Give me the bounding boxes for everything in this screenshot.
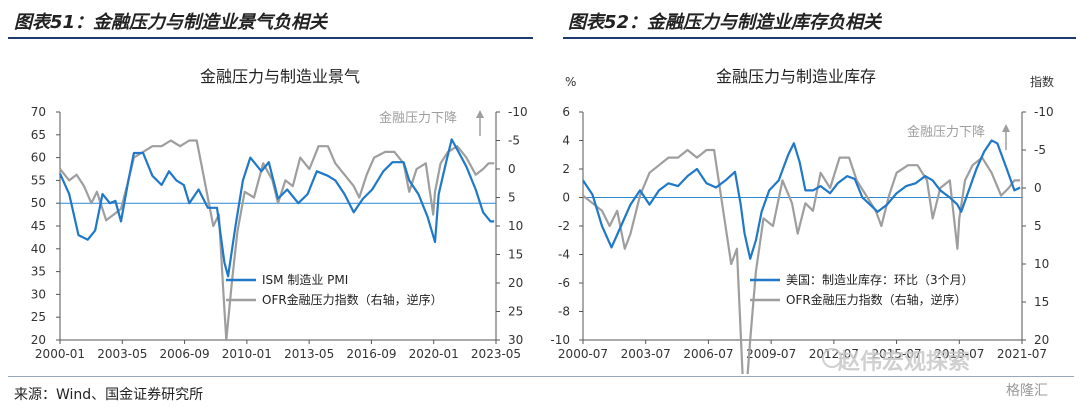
right-tick-label: 10 (1034, 257, 1049, 271)
x-tick-label: 2006-07 (683, 347, 733, 361)
x-tick-label: 2010-01 (222, 347, 272, 361)
x-tick-label: 2016-09 (346, 347, 396, 361)
left-tick-label: 20 (31, 333, 46, 347)
x-tick-label: 2015-07 (872, 347, 922, 361)
x-tick-label: 2006-09 (160, 347, 210, 361)
series-line-primary (58, 138, 495, 278)
left-tick-label: 60 (31, 151, 46, 165)
right-tick-label: 5 (508, 191, 516, 205)
x-tick-label: 2018-07 (934, 347, 984, 361)
x-tick-label: 2003-07 (621, 347, 671, 361)
right-tick-label: 0 (508, 162, 516, 176)
arrow-head-icon (476, 110, 484, 118)
x-tick-label: 2003-05 (97, 347, 147, 361)
left-chart: 金融压力与制造业景气 20 25 30 35 40 45 50 55 60 65 70 -10 -5 0 5 1… (31, 67, 528, 361)
left-tick-label: 2 (562, 162, 570, 176)
left-tick-label: 30 (31, 287, 46, 301)
left-tick-label: -4 (558, 248, 570, 262)
series-line-ofr (59, 139, 495, 342)
left-tick-label: 0 (562, 191, 570, 205)
right-tick-label: -10 (1034, 105, 1054, 119)
chart-title: 金融压力与制造业景气 (200, 67, 360, 86)
left-heading-rule (8, 37, 533, 39)
right-chart: 金融压力与制造业库存% 指数 -10 -8 -6 -4 -2 0 2 4 6 -10 -5 0 5 10 15 2… (550, 67, 1054, 374)
source-note: 来源：Wind、国金证券研究所 (14, 387, 204, 403)
x-tick-label: 2023-05 (471, 347, 521, 361)
left-tick-label: 6 (562, 105, 570, 119)
left-tick-label: 40 (31, 242, 46, 256)
left-tick-label: -10 (550, 333, 570, 347)
left-tick-label: -6 (558, 276, 570, 290)
series-line-ofr (582, 148, 1021, 374)
right-tick-label: 15 (508, 248, 523, 262)
left-tick-label: 65 (31, 128, 46, 142)
arrow-head-icon (1002, 124, 1010, 132)
right-tick-label: -5 (1034, 143, 1046, 157)
left-tick-label: 4 (562, 134, 570, 148)
left-tick-label: 25 (31, 310, 46, 324)
watermark: 赵伟宏观探索 (838, 350, 971, 375)
right-tick-label: 10 (508, 219, 523, 233)
left-tick-label: 35 (31, 265, 46, 279)
right-tick-label: 25 (508, 305, 523, 319)
legend-label: OFR金融压力指数（右轴，逆序） (262, 292, 443, 307)
right-tick-label: 30 (508, 333, 523, 347)
series-line-primary (582, 139, 1021, 260)
right-tick-label: 5 (1034, 219, 1042, 233)
chart-title: 金融压力与制造业库存 (716, 67, 876, 86)
x-tick-label: 2013-05 (284, 347, 334, 361)
left-tick-label: 70 (31, 105, 46, 119)
annotation-label: 金融压力下降 (379, 110, 457, 126)
left-tick-label: 50 (31, 196, 46, 210)
right-tick-label: -10 (508, 105, 528, 119)
wechat-icon (822, 348, 842, 368)
legend-label: ISM 制造业 PMI (262, 273, 348, 287)
left-panel-heading: 图表51：金融压力与制造业景气负相关 (14, 12, 328, 33)
right-tick-label: -5 (508, 134, 520, 148)
left-unit-label: % (565, 75, 576, 89)
left-tick-label: 55 (31, 173, 46, 187)
legend-label: OFR金融压力指数（右轴，逆序） (786, 292, 967, 307)
x-tick-label: 2000-01 (35, 347, 85, 361)
x-tick-label: 2009-07 (746, 347, 796, 361)
right-panel-heading: 图表52：金融压力与制造业库存负相关 (568, 12, 882, 33)
left-tick-label: -2 (558, 219, 570, 233)
brand-logo: 格隆汇 (1006, 383, 1048, 399)
x-tick-label: 2021-07 (997, 347, 1047, 361)
right-heading-rule (563, 37, 1076, 39)
x-tick-label: 2020-01 (409, 347, 459, 361)
footer-rule (8, 376, 1074, 377)
right-tick-label: 15 (1034, 295, 1049, 309)
right-tick-label: 0 (1034, 181, 1042, 195)
left-tick-label: 45 (31, 219, 46, 233)
legend-label: 美国：制造业库存：环比（3个月） (786, 272, 974, 287)
right-tick-label: 20 (1034, 333, 1049, 347)
annotation-label: 金融压力下降 (907, 124, 985, 140)
x-tick-label: 2000-07 (558, 347, 608, 361)
left-tick-label: -8 (558, 305, 570, 319)
right-tick-label: 20 (508, 276, 523, 290)
right-unit-label: 指数 (1030, 74, 1054, 89)
